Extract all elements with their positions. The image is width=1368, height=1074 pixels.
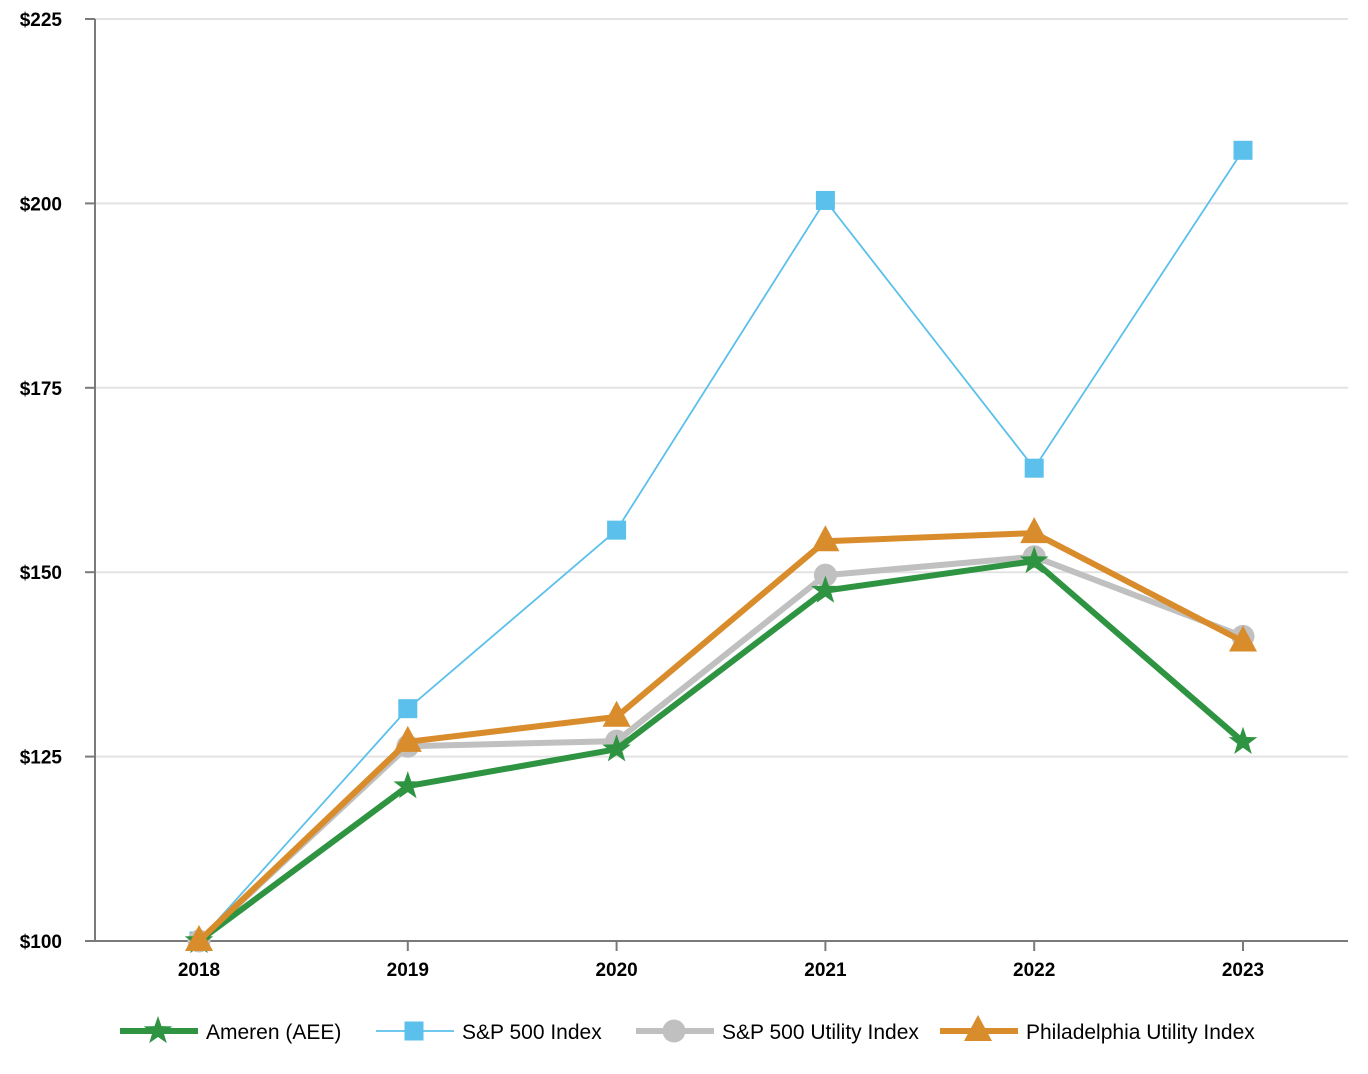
legend-item: Ameren (AEE) <box>120 1016 341 1044</box>
data-point-square <box>1024 458 1044 478</box>
grid-lines <box>95 18 1348 758</box>
series-s-p-500-utility-index <box>187 545 1255 953</box>
series-line <box>196 553 1245 944</box>
series-line <box>196 530 1245 944</box>
x-tick-label: 2018 <box>178 960 220 981</box>
y-tick-label: $200 <box>20 194 62 215</box>
data-point-triangle <box>1020 517 1049 544</box>
legend-item: S&P 500 Utility Index <box>636 1019 919 1044</box>
series-line <box>198 149 1244 942</box>
data-point-triangle <box>602 700 631 727</box>
legend-marker-square <box>404 1021 424 1041</box>
legend-item: S&P 500 Index <box>376 1021 602 1044</box>
data-point-square <box>1233 140 1253 160</box>
series-group <box>184 140 1258 954</box>
x-tick-label: 2022 <box>1013 960 1055 981</box>
legend-label: Ameren (AEE) <box>206 1021 341 1044</box>
legend-marker-circle <box>662 1019 686 1043</box>
legend-label: S&P 500 Index <box>462 1021 602 1044</box>
data-point-star <box>811 575 840 603</box>
x-tick-label: 2023 <box>1222 960 1264 981</box>
data-point-triangle <box>1229 625 1257 652</box>
data-point-star <box>393 771 423 799</box>
legend: Ameren (AEE) S&P 500 Index S&P 500 Utility… <box>120 1015 1255 1044</box>
data-point-triangle <box>393 725 422 752</box>
data-point-triangle <box>811 525 840 552</box>
data-point-star <box>602 734 631 762</box>
legend-item: Philadelphia Utility Index <box>940 1015 1255 1044</box>
data-point-triangle <box>185 925 213 951</box>
series-philadelphia-utility-index <box>185 517 1257 951</box>
y-tick-label: $150 <box>20 563 62 584</box>
data-point-square <box>398 699 418 719</box>
axes <box>85 18 1348 951</box>
y-tick-label: $175 <box>20 379 63 400</box>
y-axis-ticks: $100 $125 $150 $175 $200 $225 <box>20 10 63 953</box>
series-ameren-aee <box>184 546 1258 954</box>
y-tick-label: $225 <box>20 10 63 31</box>
data-point-square <box>607 520 627 540</box>
legend-marker-triangle <box>964 1015 992 1041</box>
x-tick-label: 2021 <box>804 960 847 981</box>
x-axis-ticks: 2018 2019 2020 2021 2022 2023 <box>178 960 1264 981</box>
data-point-star <box>1019 546 1049 574</box>
data-point-square <box>815 190 835 210</box>
legend-marker-star <box>143 1016 173 1044</box>
legend-label: S&P 500 Utility Index <box>722 1021 919 1044</box>
y-tick-label: $100 <box>20 932 62 953</box>
legend-label: Philadelphia Utility Index <box>1026 1021 1255 1044</box>
x-tick-label: 2020 <box>595 960 637 981</box>
y-tick-label: $125 <box>20 748 63 769</box>
x-tick-label: 2019 <box>387 960 429 981</box>
series-line <box>197 558 1245 944</box>
data-point-circle <box>813 563 837 587</box>
data-point-star <box>1228 726 1258 754</box>
